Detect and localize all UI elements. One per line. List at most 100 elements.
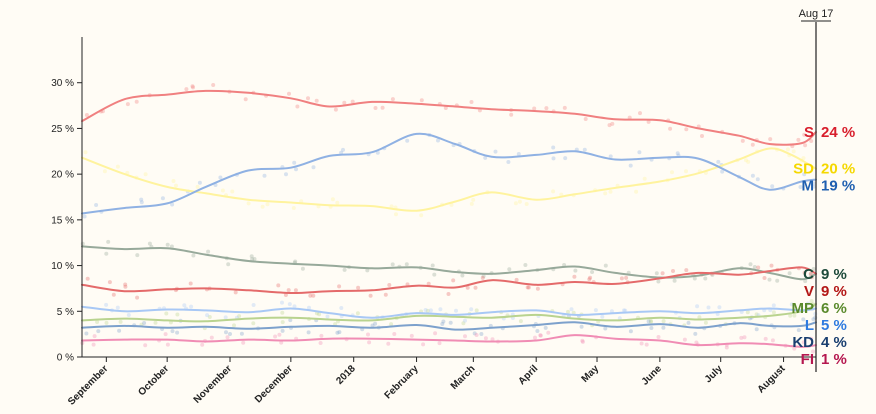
poll-dot-l (706, 305, 711, 310)
trend-lines (81, 89, 817, 348)
poll-dot-c (703, 276, 708, 281)
poll-dot-v (619, 276, 624, 281)
poll-dot-v (233, 290, 238, 295)
poll-dot-v (446, 292, 451, 296)
poll-dot-m (294, 167, 298, 172)
poll-dot-m (750, 173, 755, 178)
poll-dot-mp (355, 311, 360, 316)
poll-dot-fi (656, 335, 661, 339)
poll-dot-fi (694, 340, 699, 345)
poll-dot-fi (273, 334, 278, 339)
x-tick-label: July (703, 363, 725, 385)
poll-dot-fi (209, 335, 214, 340)
poll-dot-sd (260, 204, 265, 209)
party-name-sd: SD (793, 161, 814, 178)
poll-dot-l (454, 308, 458, 313)
poll-dot-m (375, 150, 380, 155)
poll-dot-m (506, 160, 511, 164)
poll-dot-kd (117, 328, 122, 333)
poll-dot-v (383, 292, 388, 297)
poll-dot-v (276, 283, 281, 288)
poll-dot-sd (670, 170, 674, 175)
poll-dot-v (85, 276, 90, 281)
poll-dot-v (514, 277, 519, 282)
poll-dot-l (292, 304, 297, 309)
poll-dot-mp (754, 312, 759, 317)
poll-dot-c (775, 278, 780, 283)
poll-dot-fi (792, 346, 797, 351)
poll-dot-l (717, 305, 722, 310)
poll-dot-fi (366, 332, 370, 337)
poll-dot-l (789, 302, 794, 307)
poll-dot-c (573, 268, 578, 273)
poll-dot-s (380, 105, 385, 110)
poll-dot-kd (175, 330, 180, 335)
poll-dot-sd (174, 183, 178, 188)
poll-dot-fi (639, 341, 644, 346)
poll-dot-l (104, 302, 109, 307)
poll-dot-fi (770, 338, 775, 343)
poll-dot-kd (479, 332, 484, 336)
poll-dot-v (588, 275, 593, 280)
poll-dot-s (768, 137, 773, 142)
poll-dot-l (115, 305, 120, 310)
poll-dot-kd (535, 329, 540, 333)
poll-dot-mp (280, 310, 285, 315)
poll-dot-sd (143, 172, 148, 177)
poll-dot-mp (461, 321, 466, 326)
poll-dot-v (473, 285, 478, 290)
y-tick-label: 20 % (51, 170, 74, 181)
y-tick-label: 0 % (57, 353, 74, 364)
poll-dot-c (365, 268, 370, 273)
poll-dot-m (637, 150, 642, 155)
party-name-m: M (802, 178, 815, 195)
poll-dot-c (748, 262, 753, 267)
poll-dot-m (582, 147, 587, 152)
poll-dot-c (135, 253, 140, 258)
poll-dot-c (169, 244, 174, 249)
poll-dot-fi (386, 341, 391, 346)
poll-dot-v (756, 265, 761, 270)
poll-dot-kd (280, 328, 285, 333)
poll-dot-v (671, 269, 675, 273)
poll-dot-fi (367, 340, 372, 345)
poll-dot-v (465, 285, 470, 290)
poll-dot-v (426, 281, 431, 286)
poll-dot-c (811, 267, 816, 271)
poll-dot-fi (92, 334, 97, 339)
poll-dot-l (307, 305, 311, 310)
poll-dot-l (251, 303, 256, 307)
poll-dot-fi (801, 340, 806, 345)
poll-dot-mp (104, 320, 109, 325)
poll-dot-m (811, 184, 816, 189)
poll-dot-c (404, 262, 409, 267)
poll-dot-sd (330, 197, 335, 202)
poll-dot-fi (538, 333, 543, 338)
poll-dot-fi (474, 333, 479, 337)
poll-dot-v (188, 281, 193, 286)
poll-dot-mp (118, 319, 123, 324)
poll-dot-sd (471, 197, 476, 202)
poll-dot-fi (91, 342, 96, 347)
poll-dot-fi (724, 345, 729, 350)
poll-dot-c (342, 267, 347, 272)
party-value-m: 19 % (821, 178, 855, 195)
party-value-sd: 20 % (821, 161, 855, 178)
x-tick-label: March (449, 363, 478, 392)
poll-dot-fi (392, 332, 397, 336)
poll-dot-s (700, 134, 704, 138)
poll-dot-m (675, 151, 680, 156)
poll-dot-fi (763, 336, 768, 341)
poll-dot-fi (319, 333, 324, 338)
trend-line-m (81, 132, 817, 215)
poll-dot-mp (566, 309, 570, 314)
poll-dot-l (617, 316, 622, 321)
poll-dot-l (609, 309, 614, 314)
poll-dot-m (139, 197, 144, 202)
poll-dot-sd (335, 200, 340, 205)
poll-dot-m (493, 149, 498, 154)
poll-dot-fi (682, 337, 687, 342)
poll-dot-fi (809, 336, 814, 341)
x-tick-label: December (253, 363, 295, 405)
poll-dot-v (293, 288, 298, 293)
